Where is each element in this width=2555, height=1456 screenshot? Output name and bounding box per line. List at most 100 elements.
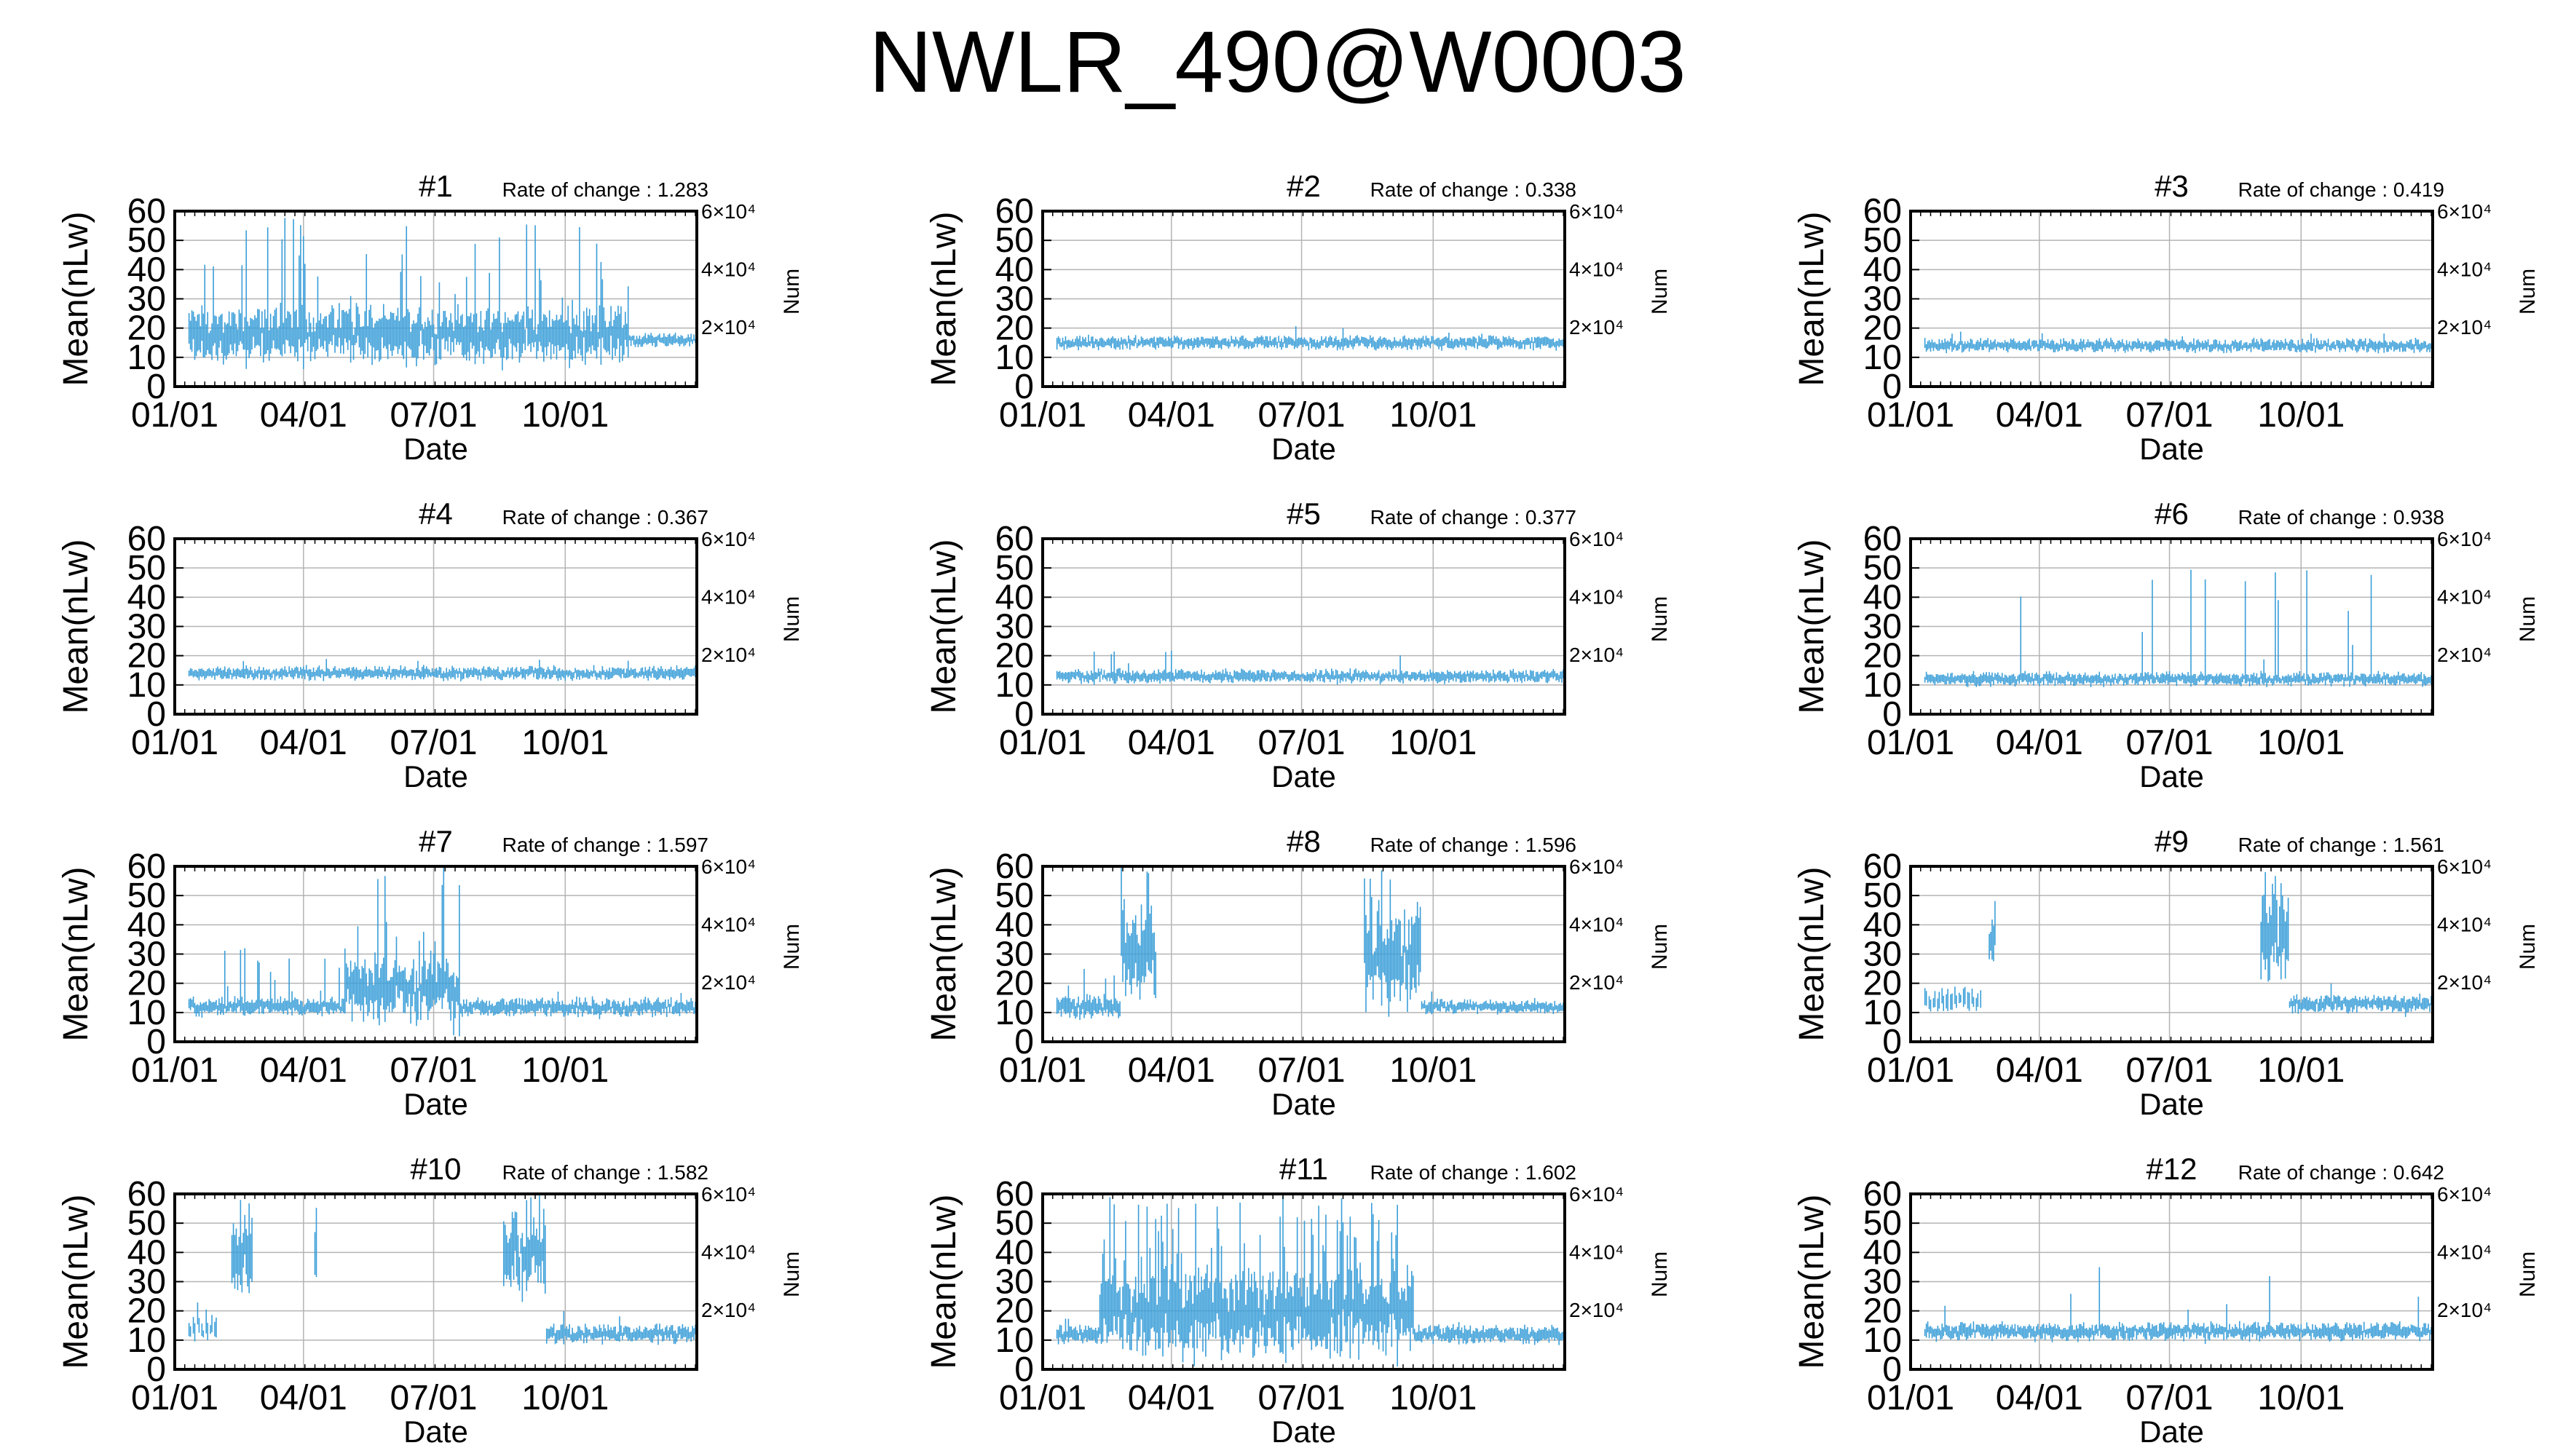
x-tick-label: 10/01 bbox=[2257, 1051, 2345, 1090]
y-tick-label: 60 bbox=[1863, 847, 1902, 886]
panel-title: #5 bbox=[1287, 496, 1321, 531]
y-tick-label: 0 bbox=[1882, 368, 1902, 406]
y2-tick-label: 6×10⁴ bbox=[1569, 855, 1624, 878]
panel-title: #2 bbox=[1287, 169, 1321, 203]
y-tick-label: 60 bbox=[127, 847, 166, 886]
y-tick-label: 0 bbox=[1014, 1350, 1034, 1389]
x-tick-label: 04/01 bbox=[260, 1379, 347, 1417]
y-tick-label: 30 bbox=[1863, 935, 1902, 974]
y-tick-label: 60 bbox=[1863, 192, 1902, 231]
y-tick-label: 30 bbox=[995, 1263, 1034, 1302]
y2-tick-label: 2×10⁴ bbox=[1569, 316, 1624, 339]
x-tick-label: 04/01 bbox=[1996, 1051, 2083, 1090]
y2-axis-label: Num bbox=[780, 269, 804, 314]
y-tick-label: 30 bbox=[127, 935, 166, 974]
y-tick-label: 30 bbox=[1863, 280, 1902, 319]
y-tick-label: 20 bbox=[995, 637, 1034, 676]
panel-title: #3 bbox=[2155, 169, 2189, 203]
rate-of-change-label: Rate of change : 0.367 bbox=[502, 506, 708, 529]
x-tick-label: 01/01 bbox=[131, 724, 218, 762]
x-tick-label: 04/01 bbox=[1128, 396, 1215, 435]
y-tick-label: 20 bbox=[1863, 309, 1902, 348]
x-tick-label: 04/01 bbox=[260, 724, 347, 762]
y-axis-label: Mean(nLw) bbox=[57, 866, 95, 1041]
x-tick-label: 07/01 bbox=[1257, 1379, 1345, 1417]
y2-tick-label: 6×10⁴ bbox=[701, 528, 756, 550]
y-tick-label: 60 bbox=[995, 192, 1034, 231]
y-tick-label: 0 bbox=[1882, 1023, 1902, 1061]
x-tick-label: 07/01 bbox=[1257, 724, 1345, 762]
y2-axis-label: Num bbox=[1648, 1251, 1672, 1297]
y2-tick-label: 2×10⁴ bbox=[2437, 971, 2492, 994]
y2-tick-label: 6×10⁴ bbox=[1569, 1183, 1624, 1206]
y-tick-label: 10 bbox=[995, 1321, 1034, 1360]
y-tick-label: 40 bbox=[1863, 578, 1902, 617]
y-tick-label: 40 bbox=[127, 250, 166, 289]
y-tick-label: 10 bbox=[127, 339, 166, 377]
y-tick-label: 20 bbox=[995, 309, 1034, 348]
y-tick-label: 50 bbox=[127, 1204, 166, 1243]
panel-title: #4 bbox=[419, 496, 453, 531]
x-tick-label: 04/01 bbox=[1996, 396, 2083, 435]
y-axis-label: Mean(nLw) bbox=[57, 1194, 95, 1369]
y-tick-label: 60 bbox=[127, 192, 166, 231]
y2-axis-label: Num bbox=[780, 924, 804, 970]
x-tick-label: 01/01 bbox=[999, 724, 1086, 762]
y2-tick-label: 6×10⁴ bbox=[1569, 528, 1624, 550]
x-tick-label: 04/01 bbox=[1128, 724, 1215, 762]
y-tick-label: 30 bbox=[1863, 608, 1902, 646]
y2-tick-label: 4×10⁴ bbox=[2437, 586, 2492, 609]
x-tick-label: 10/01 bbox=[521, 1051, 609, 1090]
rate-of-change-label: Rate of change : 0.938 bbox=[2238, 506, 2444, 529]
x-axis-label: Date bbox=[1271, 432, 1336, 466]
data-series bbox=[1056, 1194, 1564, 1366]
x-tick-label: 01/01 bbox=[1867, 396, 1954, 435]
x-tick-label: 10/01 bbox=[521, 396, 609, 435]
x-tick-label: 01/01 bbox=[999, 396, 1086, 435]
y-axis-label: Mean(nLw) bbox=[925, 1194, 963, 1369]
y2-tick-label: 4×10⁴ bbox=[2437, 914, 2492, 936]
data-series bbox=[1924, 871, 2432, 1017]
y-tick-label: 0 bbox=[146, 368, 166, 406]
x-tick-label: 10/01 bbox=[1389, 1379, 1477, 1417]
panel-title: #8 bbox=[1287, 824, 1321, 858]
y-tick-label: 50 bbox=[995, 549, 1034, 587]
x-tick-label: 10/01 bbox=[2257, 724, 2345, 762]
x-axis-label: Date bbox=[403, 1415, 468, 1449]
y-axis-label: Mean(nLw) bbox=[1793, 539, 1831, 713]
y2-axis-label: Num bbox=[780, 596, 804, 642]
rate-of-change-label: Rate of change : 1.596 bbox=[1370, 834, 1576, 856]
y-tick-label: 20 bbox=[127, 309, 166, 348]
y-tick-label: 10 bbox=[127, 994, 166, 1032]
x-axis-label: Date bbox=[2139, 1087, 2204, 1121]
x-tick-label: 10/01 bbox=[2257, 396, 2345, 435]
rate-of-change-label: Rate of change : 0.338 bbox=[1370, 178, 1576, 201]
y-tick-label: 50 bbox=[995, 221, 1034, 260]
y2-axis-label: Num bbox=[1648, 269, 1672, 314]
rate-of-change-label: Rate of change : 1.597 bbox=[502, 834, 708, 856]
x-tick-label: 10/01 bbox=[521, 724, 609, 762]
y2-tick-label: 4×10⁴ bbox=[1569, 586, 1624, 609]
x-tick-label: 10/01 bbox=[1389, 396, 1477, 435]
y-tick-label: 0 bbox=[1014, 1023, 1034, 1061]
data-series bbox=[188, 1194, 696, 1345]
y-tick-label: 50 bbox=[995, 1204, 1034, 1243]
y-tick-label: 60 bbox=[995, 1175, 1034, 1214]
y2-tick-label: 6×10⁴ bbox=[701, 855, 756, 878]
y2-axis-label: Num bbox=[2516, 924, 2540, 970]
y2-tick-label: 2×10⁴ bbox=[2437, 316, 2492, 339]
data-series bbox=[1056, 650, 1564, 685]
y2-tick-label: 4×10⁴ bbox=[1569, 1241, 1624, 1264]
x-tick-label: 04/01 bbox=[1996, 724, 2083, 762]
x-tick-label: 01/01 bbox=[999, 1051, 1086, 1090]
y-tick-label: 40 bbox=[995, 1233, 1034, 1272]
panel-title: #9 bbox=[2155, 824, 2189, 858]
y-tick-label: 10 bbox=[995, 994, 1034, 1032]
x-tick-label: 07/01 bbox=[390, 1379, 477, 1417]
x-tick-label: 07/01 bbox=[390, 1051, 477, 1090]
